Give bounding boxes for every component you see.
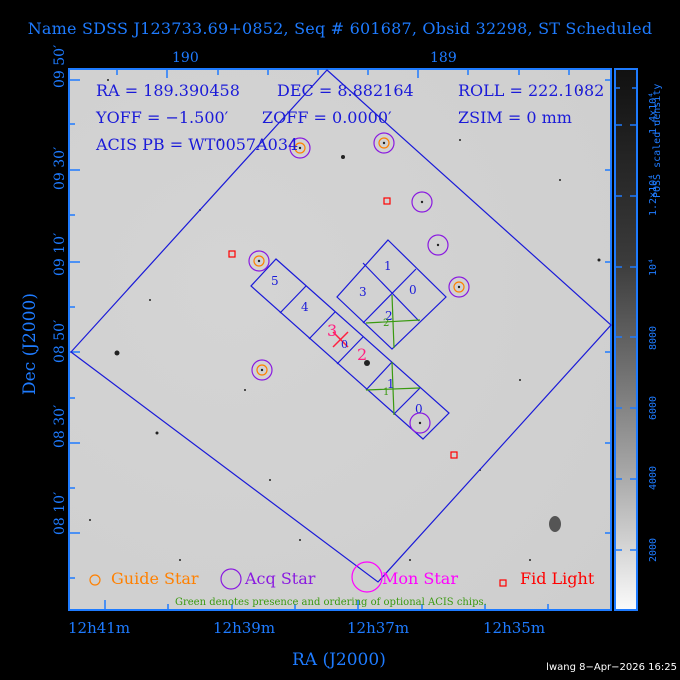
chip-label-s3: 0 — [341, 338, 348, 351]
y-axis-label: Dec (J2000) — [20, 293, 40, 395]
fov-outline — [70, 69, 612, 583]
zoff-value: ZOFF = 0.0000′ — [262, 108, 392, 127]
ra-tick-label: 12h37m — [347, 619, 410, 637]
optional-chip-markers — [365, 294, 421, 416]
plot-title: Name SDSS J123733.69+0852, Seq # 601687,… — [27, 19, 653, 38]
top-tick-190: 190 — [172, 50, 199, 66]
x-axis-label: RA (J2000) — [292, 650, 386, 670]
dec-value: DEC = 8.882164 — [277, 81, 414, 100]
yoff-value: YOFF = −1.500′ — [96, 108, 229, 127]
legend-acq-star: Acq Star — [245, 569, 316, 588]
optional-label-2: 2 — [383, 318, 390, 329]
acq-stars — [248, 132, 470, 434]
legend-fid-icon — [499, 579, 507, 587]
legend-fid-light: Fid Light — [520, 569, 595, 588]
optional-label-1: 1 — [383, 387, 390, 398]
ra-tick-label: 12h39m — [213, 619, 276, 637]
chip-label-i0: 0 — [409, 283, 417, 297]
acis-s-array — [250, 258, 450, 440]
chip-label-s1: 1 — [387, 377, 395, 391]
top-tick-189: 189 — [430, 50, 457, 66]
legend-guide-icon — [89, 574, 101, 586]
legend-mon-icon — [351, 561, 383, 593]
chip-label-i1: 1 — [384, 259, 392, 273]
dec-tick-label: 09 10′ — [52, 232, 68, 276]
acis-pb-value: ACIS PB = WT0057A034 — [96, 135, 299, 154]
guide-stars — [253, 137, 465, 376]
colorbar — [614, 68, 638, 611]
footer-stamp: lwang 8−Apr−2026 16:25 — [546, 662, 677, 673]
field-stars — [89, 79, 601, 561]
dec-tick-label: 08 10′ — [52, 491, 68, 535]
fid-lights — [228, 197, 458, 459]
dec-tick-label: 08 30′ — [52, 404, 68, 448]
aimpoint-label-3: 3 — [327, 321, 338, 340]
dec-tick-label: 09 50′ — [52, 44, 68, 88]
legend-acq-icon — [220, 568, 242, 590]
chip-label-i3: 3 — [359, 285, 367, 299]
chip-label-s0: 0 — [415, 402, 423, 416]
roll-value: ROLL = 222.1082 — [458, 81, 605, 100]
chip-label-i2: 2 — [385, 309, 393, 323]
dec-tick-label: 09 30′ — [52, 146, 68, 190]
optional-chips-note: Green denotes presence and ordering of o… — [175, 597, 487, 608]
acis-i-array — [336, 239, 447, 350]
ra-tick-label: 12h41m — [68, 619, 131, 637]
legend-mon-star: Mon Star — [382, 569, 458, 588]
galaxy — [549, 516, 561, 532]
zsim-value: ZSIM = 0 mm — [458, 108, 572, 127]
chip-label-s5: 5 — [271, 274, 279, 288]
chip-label-s4: 4 — [301, 300, 309, 314]
ra-value: RA = 189.390458 — [96, 81, 240, 100]
dec-tick-label: 08 50′ — [52, 319, 68, 363]
star-centers — [257, 141, 461, 425]
aimpoint-label-2: 2 — [357, 345, 368, 364]
ra-tick-label: 12h35m — [483, 619, 546, 637]
aimpoint-marker — [332, 331, 349, 348]
legend-guide-star: Guide Star — [111, 569, 199, 588]
